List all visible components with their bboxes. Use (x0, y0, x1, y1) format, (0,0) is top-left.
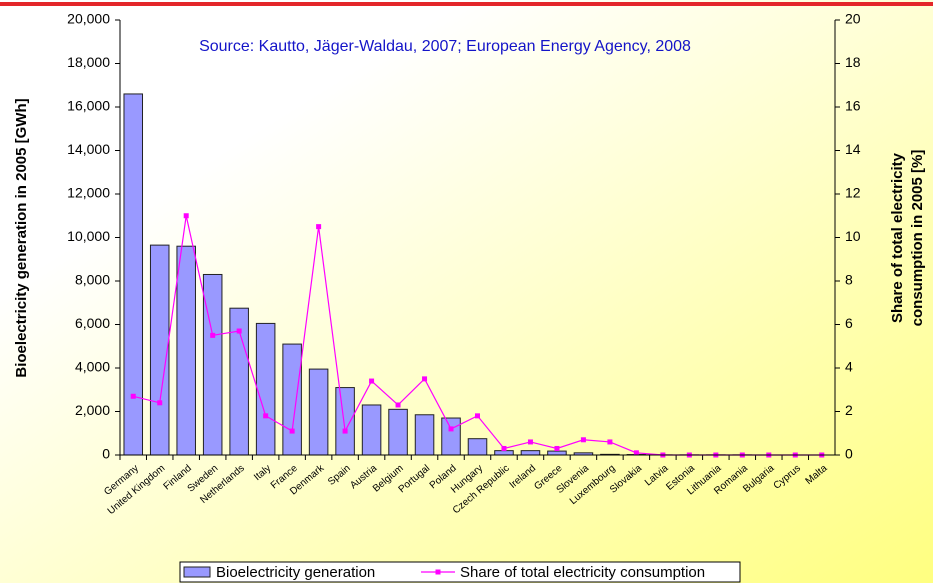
y2-tick-label: 10 (845, 228, 861, 244)
bar (494, 450, 514, 456)
bar (308, 368, 329, 456)
bar (149, 244, 170, 456)
line-marker (316, 224, 322, 230)
y-tick-label: 0 (102, 446, 110, 462)
line-marker (157, 400, 163, 406)
line-marker (210, 332, 216, 338)
y2-tick-label: 18 (845, 54, 861, 70)
y2-tick-label: 0 (845, 446, 853, 462)
bar (282, 343, 302, 456)
line-marker (580, 437, 586, 443)
bar (414, 414, 435, 456)
legend-swatch (435, 569, 441, 575)
line-marker (527, 439, 533, 445)
y-tick-label: 10,000 (67, 228, 110, 244)
y2-tick-label: 6 (845, 315, 853, 331)
bar (123, 93, 144, 456)
y-tick-label: 20,000 (67, 11, 110, 27)
line-marker (289, 428, 295, 434)
line-marker (342, 428, 348, 434)
y-tick-label: 18,000 (67, 54, 110, 70)
bar (520, 450, 541, 456)
bar (467, 438, 488, 456)
line-marker (475, 413, 480, 419)
bar (335, 387, 355, 456)
line-marker (236, 328, 242, 334)
line-marker (183, 213, 189, 219)
bar (202, 273, 223, 456)
annotation: Source: Kautto, Jäger-Waldau, 2007; Euro… (199, 38, 691, 55)
y-tick-label: 14,000 (67, 141, 110, 157)
y-tick-label: 16,000 (67, 98, 110, 114)
line-marker (369, 378, 375, 384)
line-marker (633, 450, 639, 456)
y-tick-label: 4,000 (75, 359, 110, 375)
y2-tick-label: 16 (845, 98, 861, 114)
y-tick-label: 12,000 (67, 185, 110, 201)
y-tick-label: 6,000 (75, 315, 110, 331)
y-axis-title: Bioelectricity generation in 2005 [GWh] (13, 98, 30, 377)
y2-tick-label: 20 (845, 11, 861, 27)
y2-axis-title: Share of total electricity (889, 152, 906, 323)
y2-axis-title: consumption in 2005 [%] (909, 150, 926, 327)
bar (361, 404, 382, 456)
y2-tick-label: 4 (845, 359, 853, 375)
line-marker (607, 439, 613, 445)
line-marker (422, 376, 428, 382)
bar (176, 245, 196, 456)
top-rule (0, 2, 933, 6)
y2-tick-label: 8 (845, 272, 853, 288)
legend-label: Bioelectricity generation (216, 564, 375, 581)
bar (441, 417, 461, 456)
y2-tick-label: 2 (845, 402, 853, 418)
line-marker (501, 445, 507, 451)
legend-swatch (183, 566, 211, 578)
bar (547, 450, 567, 456)
y2-tick-label: 12 (845, 185, 861, 201)
line-marker (130, 393, 136, 399)
bar (255, 322, 276, 456)
legend-label: Share of total electricity consumption (460, 564, 705, 581)
legend-box (179, 561, 741, 583)
line-marker (395, 402, 401, 408)
y-tick-label: 2,000 (75, 402, 110, 418)
bar (388, 408, 408, 456)
y-tick-label: 8,000 (75, 272, 110, 288)
line-marker (448, 426, 454, 432)
y2-tick-label: 14 (845, 141, 861, 157)
line-marker (554, 445, 560, 451)
line-marker (263, 413, 269, 419)
